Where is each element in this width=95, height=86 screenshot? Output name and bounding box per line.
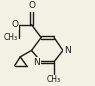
Text: O: O bbox=[11, 20, 18, 29]
Text: CH₃: CH₃ bbox=[3, 33, 17, 42]
Text: N: N bbox=[64, 46, 70, 55]
Text: O: O bbox=[28, 1, 35, 10]
Text: N: N bbox=[34, 58, 40, 67]
Text: CH₃: CH₃ bbox=[47, 75, 61, 84]
